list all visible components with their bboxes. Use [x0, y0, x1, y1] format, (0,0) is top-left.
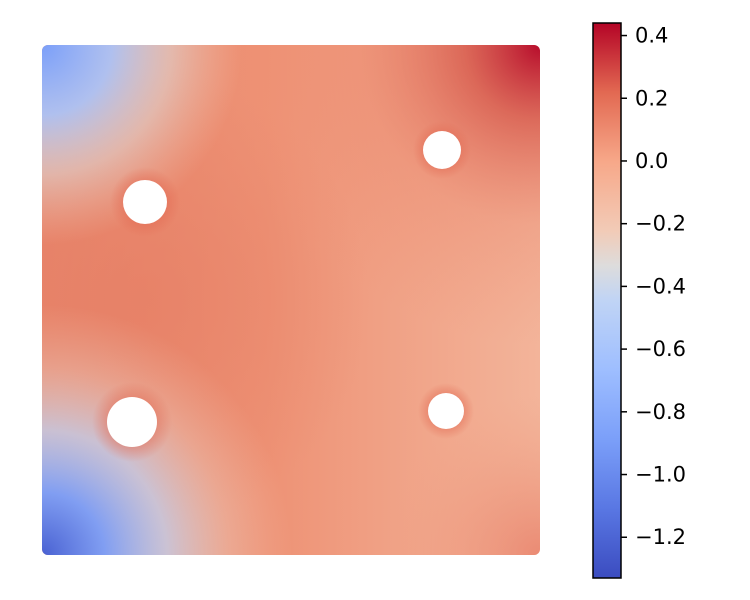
colorbar-tick-label: −0.4	[635, 274, 686, 298]
colorbar-gradient	[592, 22, 622, 579]
upper-left-hole	[123, 180, 167, 224]
lower-right-hole	[428, 393, 464, 429]
colorbar-tick-label: −0.6	[635, 337, 686, 361]
colorbar-tick-label: −0.2	[635, 212, 686, 236]
field-plot	[42, 45, 540, 555]
colorbar-tick-label: 0.4	[635, 24, 668, 48]
colorbar-tick-label: −1.0	[635, 463, 686, 487]
colorbar: 0.4 0.2 0.0 −0.2 −0.4 −0.6 −0.8 −1.0 −1.2	[592, 22, 686, 579]
lower-left-hole	[107, 397, 157, 447]
field-bottom-left-blue-region	[42, 45, 540, 555]
upper-right-hole	[423, 131, 461, 169]
colorbar-tick-label: −1.2	[635, 525, 686, 549]
colorbar-tick-label: 0.0	[635, 149, 668, 173]
colorbar-tick-label: −0.8	[635, 400, 686, 424]
colorbar-tick-label: 0.2	[635, 86, 668, 110]
colorbar-ticks: 0.4 0.2 0.0 −0.2 −0.4 −0.6 −0.8 −1.0 −1.2	[621, 24, 686, 549]
